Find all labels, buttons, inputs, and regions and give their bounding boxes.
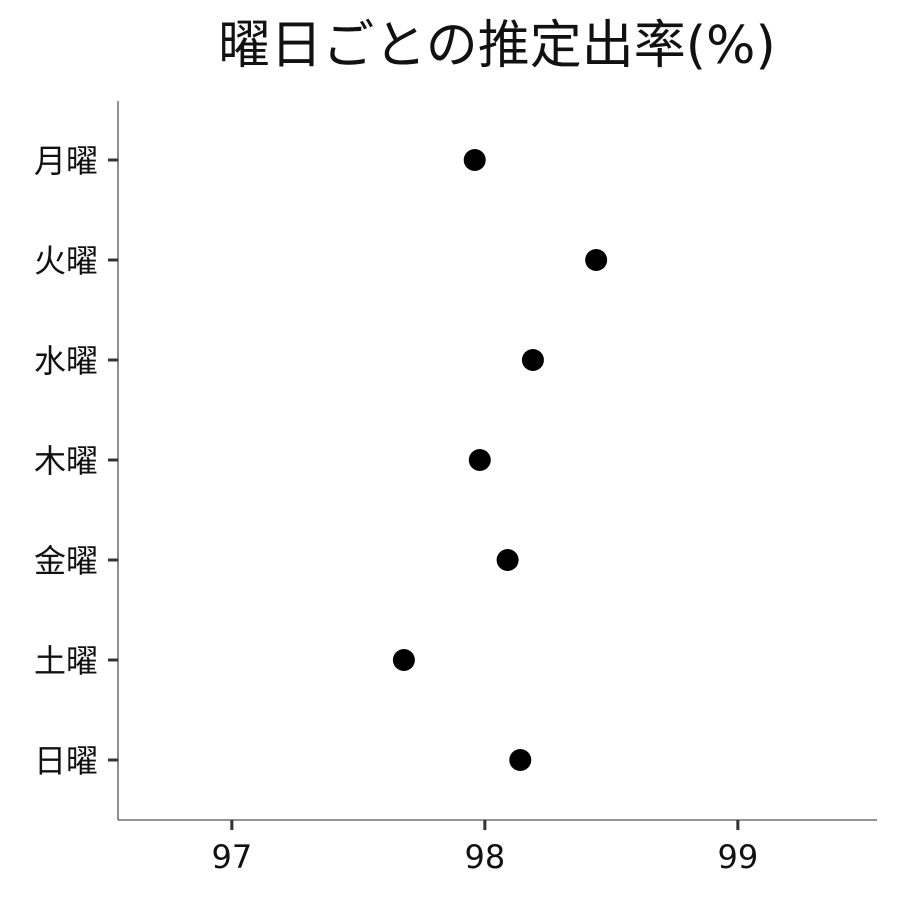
x-ticks: 97 98 99 [211, 820, 758, 876]
y-tick-label: 日曜 [34, 742, 98, 780]
axes [117, 101, 877, 821]
data-point [509, 749, 532, 771]
data-point [585, 249, 608, 271]
data-point [496, 549, 519, 571]
data-point [392, 649, 415, 671]
data-point [521, 349, 544, 371]
data-point [468, 449, 491, 471]
y-tick-label: 土曜 [34, 642, 98, 680]
y-tick-label: 火曜 [34, 242, 98, 280]
y-tick-label: 水曜 [34, 342, 98, 380]
x-tick-label: 98 [464, 838, 505, 876]
y-tick-label: 木曜 [34, 442, 98, 480]
x-tick-label: 97 [211, 838, 252, 876]
data-point [463, 149, 486, 171]
chart-title: 曜日ごとの推定出率(%) [218, 16, 775, 76]
data-points [392, 149, 608, 771]
x-tick-label: 99 [717, 838, 758, 876]
y-tick-label: 月曜 [34, 142, 98, 180]
y-tick-label: 金曜 [34, 542, 98, 580]
